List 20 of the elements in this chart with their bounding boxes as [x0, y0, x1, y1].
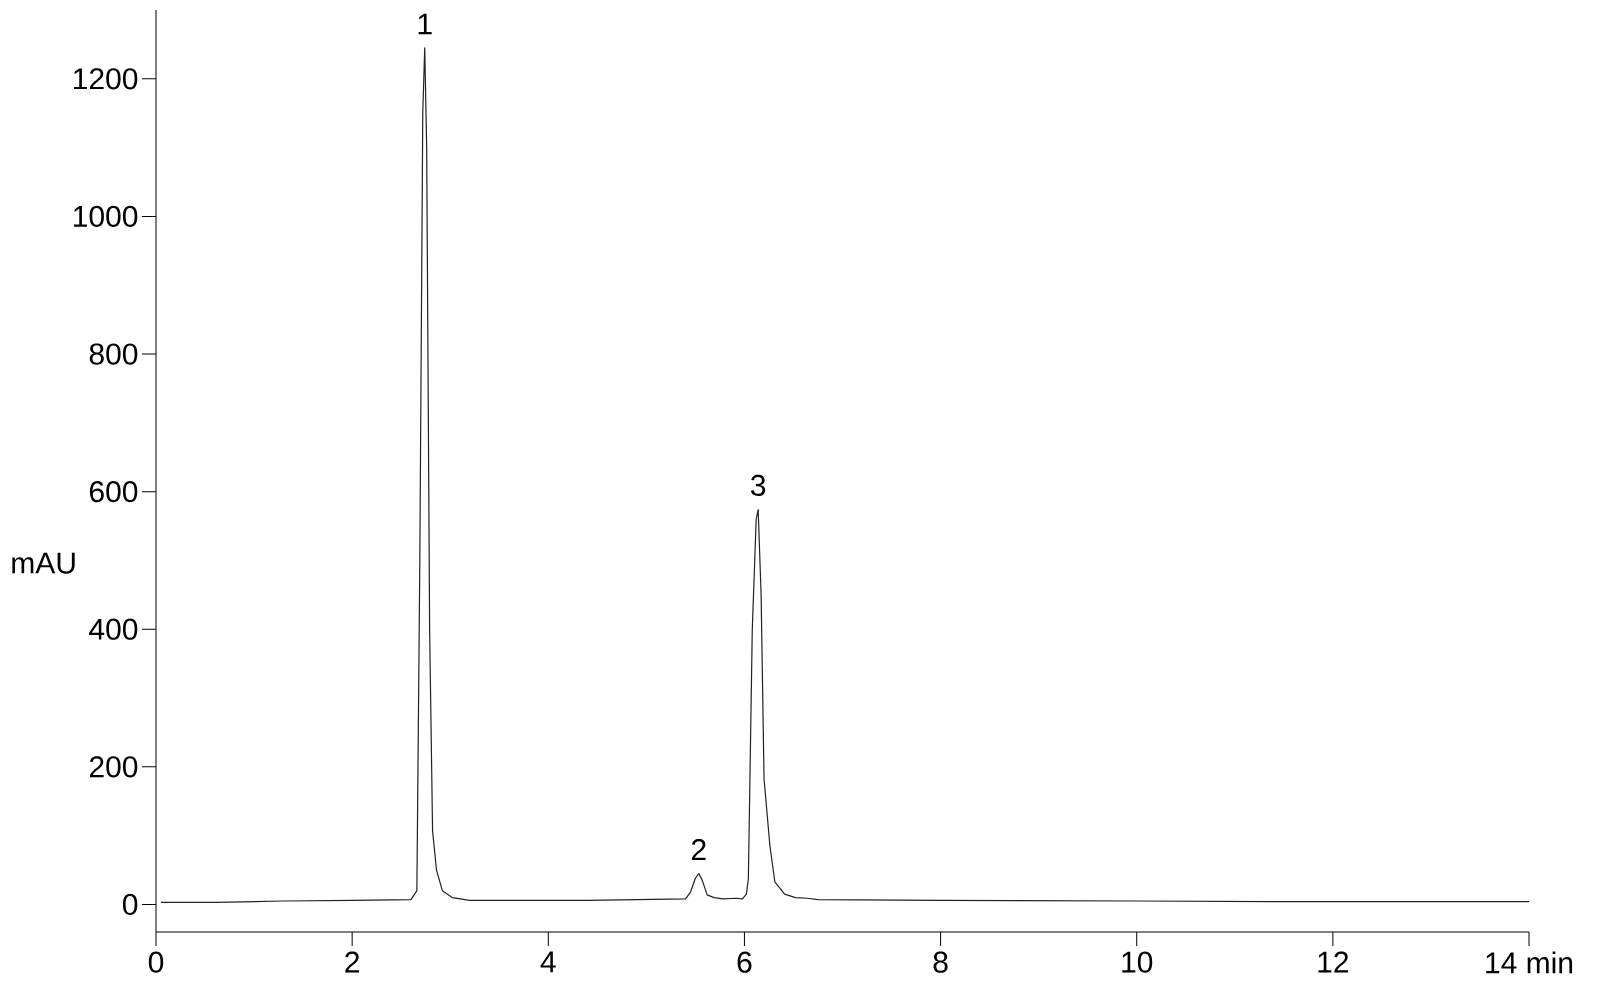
annotation: 1 — [418, 13, 432, 35]
x-tick-label: 10 — [1122, 951, 1153, 973]
annotation: 3 — [750, 474, 766, 496]
x-tick-label: 12 — [1318, 951, 1349, 973]
y-axis-title: mAU — [12, 552, 75, 574]
x-tick-label: 0 — [148, 951, 164, 973]
annotation: 2 — [692, 839, 706, 860]
x-tick-label: 6 — [737, 951, 752, 973]
line-series — [160, 47, 1530, 903]
y-tick-label: 1200 — [74, 68, 138, 90]
y-tick-label: 600 — [89, 481, 138, 503]
x-tick-label: 2 — [345, 951, 359, 973]
y-tick-label: 200 — [89, 756, 138, 778]
y-tick-label: 1000 — [74, 205, 138, 228]
y-tick-label: 800 — [89, 343, 138, 365]
y-tick-label: 400 — [89, 618, 138, 640]
x-tick-label: 8 — [933, 951, 948, 973]
y-tick-label: 0 — [122, 893, 138, 916]
x-tick-label: 14 min — [1486, 951, 1573, 974]
x-tick-label: 4 — [540, 951, 556, 973]
